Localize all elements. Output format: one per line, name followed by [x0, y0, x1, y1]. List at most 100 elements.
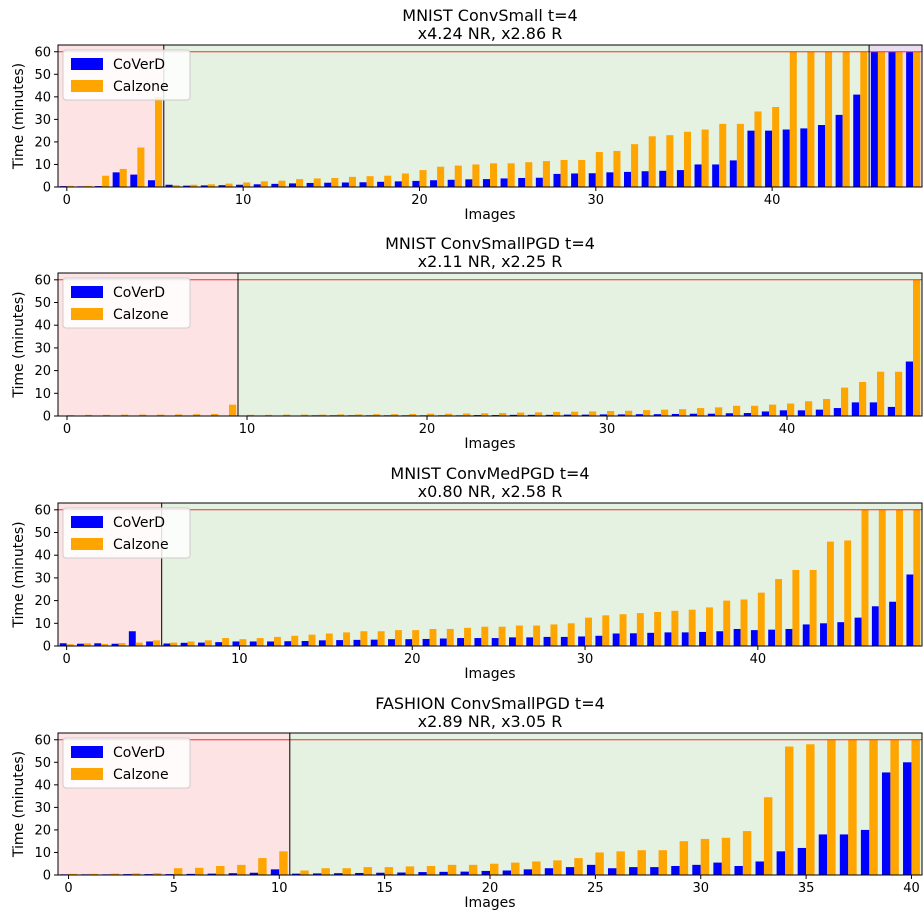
bar — [279, 851, 288, 875]
bar — [204, 640, 212, 646]
bar — [769, 404, 777, 416]
y-tick-label: 60 — [34, 503, 51, 518]
bar — [236, 184, 244, 187]
x-tick-label: 40 — [779, 422, 796, 437]
bar — [602, 615, 610, 646]
bar — [854, 617, 862, 646]
bar — [439, 638, 447, 646]
bar — [544, 868, 554, 875]
bar — [342, 868, 351, 875]
bar — [359, 182, 367, 187]
bar — [239, 639, 247, 646]
chart-title: MNIST ConvSmallPGD t=4 — [385, 234, 595, 253]
bar — [658, 850, 668, 875]
bar — [779, 410, 787, 416]
bar — [725, 413, 733, 416]
y-tick-label: 10 — [34, 846, 51, 861]
bar — [692, 864, 701, 875]
bar — [699, 631, 706, 646]
bar — [118, 643, 126, 646]
bar — [785, 628, 793, 646]
bar — [384, 867, 394, 875]
bar — [481, 870, 490, 875]
y-tick-label: 20 — [34, 364, 51, 379]
bar — [84, 185, 92, 187]
bar — [137, 147, 145, 187]
series-coverd — [59, 51, 914, 188]
y-axis-label: Time (minutes) — [11, 751, 27, 858]
bar — [472, 164, 480, 187]
bar — [200, 185, 208, 187]
legend-label-coverd: CoVerD — [113, 515, 165, 531]
bar — [716, 631, 724, 646]
bar — [267, 641, 274, 646]
bar — [743, 413, 751, 416]
bar — [818, 834, 828, 875]
y-tick-label: 20 — [34, 823, 51, 838]
bar — [139, 414, 147, 416]
bar — [278, 180, 286, 187]
bar — [619, 614, 627, 646]
bar — [253, 184, 261, 187]
x-tick-label: 0 — [63, 422, 71, 437]
bar — [523, 869, 533, 875]
bar — [500, 178, 508, 187]
bar — [895, 51, 903, 188]
bar — [256, 638, 264, 646]
bar — [895, 371, 903, 416]
bar — [394, 181, 402, 187]
bar — [77, 643, 84, 646]
bar — [751, 405, 759, 416]
bar — [553, 860, 562, 875]
legend-swatch-calzone — [71, 80, 103, 92]
bar — [560, 159, 568, 187]
y-tick-label: 40 — [34, 778, 51, 793]
bar — [405, 639, 413, 646]
x-tick-label: 10 — [239, 422, 256, 437]
bar — [337, 414, 345, 416]
bar — [422, 638, 430, 646]
bar — [740, 599, 748, 646]
y-axis-label: Time (minutes) — [11, 521, 27, 628]
y-tick-label: 30 — [34, 341, 51, 356]
y-tick-label: 0 — [43, 181, 51, 196]
y-tick-label: 40 — [34, 319, 51, 334]
y-tick-label: 50 — [34, 296, 51, 311]
y-tick-label: 50 — [34, 526, 51, 541]
bar — [729, 160, 737, 187]
bar — [635, 414, 643, 416]
bar — [288, 183, 297, 187]
y-tick-label: 20 — [34, 135, 51, 150]
bar — [683, 131, 692, 187]
bar — [377, 631, 385, 646]
bar — [474, 638, 482, 646]
bar — [284, 641, 292, 646]
chart-subtitle: x4.24 NR, x2.86 R — [418, 24, 563, 43]
bar — [825, 51, 833, 188]
bar — [807, 51, 815, 188]
bar — [700, 838, 710, 875]
bar — [881, 772, 891, 875]
chart-title: MNIST ConvMedPGD t=4 — [390, 464, 589, 483]
bar — [553, 411, 561, 416]
bar — [560, 636, 568, 646]
bar — [606, 172, 614, 187]
legend-swatch-calzone — [71, 538, 103, 550]
bar — [747, 130, 755, 187]
bar — [661, 409, 669, 416]
bar — [388, 639, 395, 646]
legend-swatch-coverd — [71, 746, 103, 758]
bar — [617, 414, 625, 416]
bar — [906, 51, 914, 188]
bar — [207, 873, 217, 875]
x-tick-label: 30 — [692, 881, 709, 896]
bar — [535, 177, 543, 187]
bar — [172, 185, 180, 187]
bar — [376, 872, 385, 875]
bar — [509, 414, 517, 416]
background-region — [163, 45, 870, 187]
bar — [715, 407, 723, 416]
bar — [659, 170, 667, 187]
bar — [817, 125, 826, 187]
bar — [629, 633, 637, 646]
